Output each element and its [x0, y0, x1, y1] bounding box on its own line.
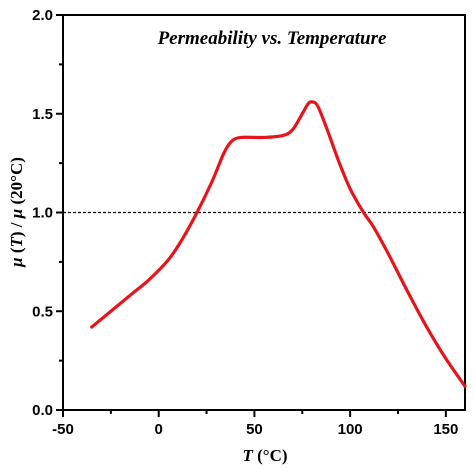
x-axis-unit: (°C)	[253, 446, 288, 465]
plot-area: -50 0 50 100 150 0.0 0.5 1.0 1.5 2.0	[32, 7, 467, 438]
x-tick-label: 50	[246, 421, 263, 438]
y-axis-unit: (20°C)	[7, 157, 26, 209]
y-axis-ticks: 0.0 0.5 1.0 1.5 2.0	[32, 7, 63, 419]
y-tick-label: 1.5	[32, 106, 53, 123]
x-axis-variable: T	[242, 446, 253, 465]
y-axis-mu-1: μ	[7, 257, 26, 267]
y-axis-text-1: (	[7, 247, 26, 257]
x-tick-label: 150	[433, 421, 458, 438]
y-axis-mu-2: μ	[7, 209, 26, 219]
chart-title: Permeability vs. Temperature	[157, 28, 387, 49]
series-line	[90, 100, 467, 388]
y-tick-label: 1.0	[32, 205, 53, 222]
y-tick-label: 0.0	[32, 402, 53, 419]
x-tick-label: 100	[338, 421, 363, 438]
x-axis-ticks: -50 0 50 100 150	[52, 410, 458, 438]
x-axis-label: T (°C)	[242, 446, 287, 465]
y-axis-text-2: ) /	[7, 218, 26, 237]
x-tick-label: 0	[155, 421, 163, 438]
y-axis-variable: T	[7, 237, 26, 248]
x-tick-label: -50	[52, 421, 74, 438]
y-tick-label: 2.0	[32, 7, 53, 24]
y-tick-label: 0.5	[32, 303, 53, 320]
y-axis-label: μ (T) / μ (20°C)	[7, 157, 26, 268]
